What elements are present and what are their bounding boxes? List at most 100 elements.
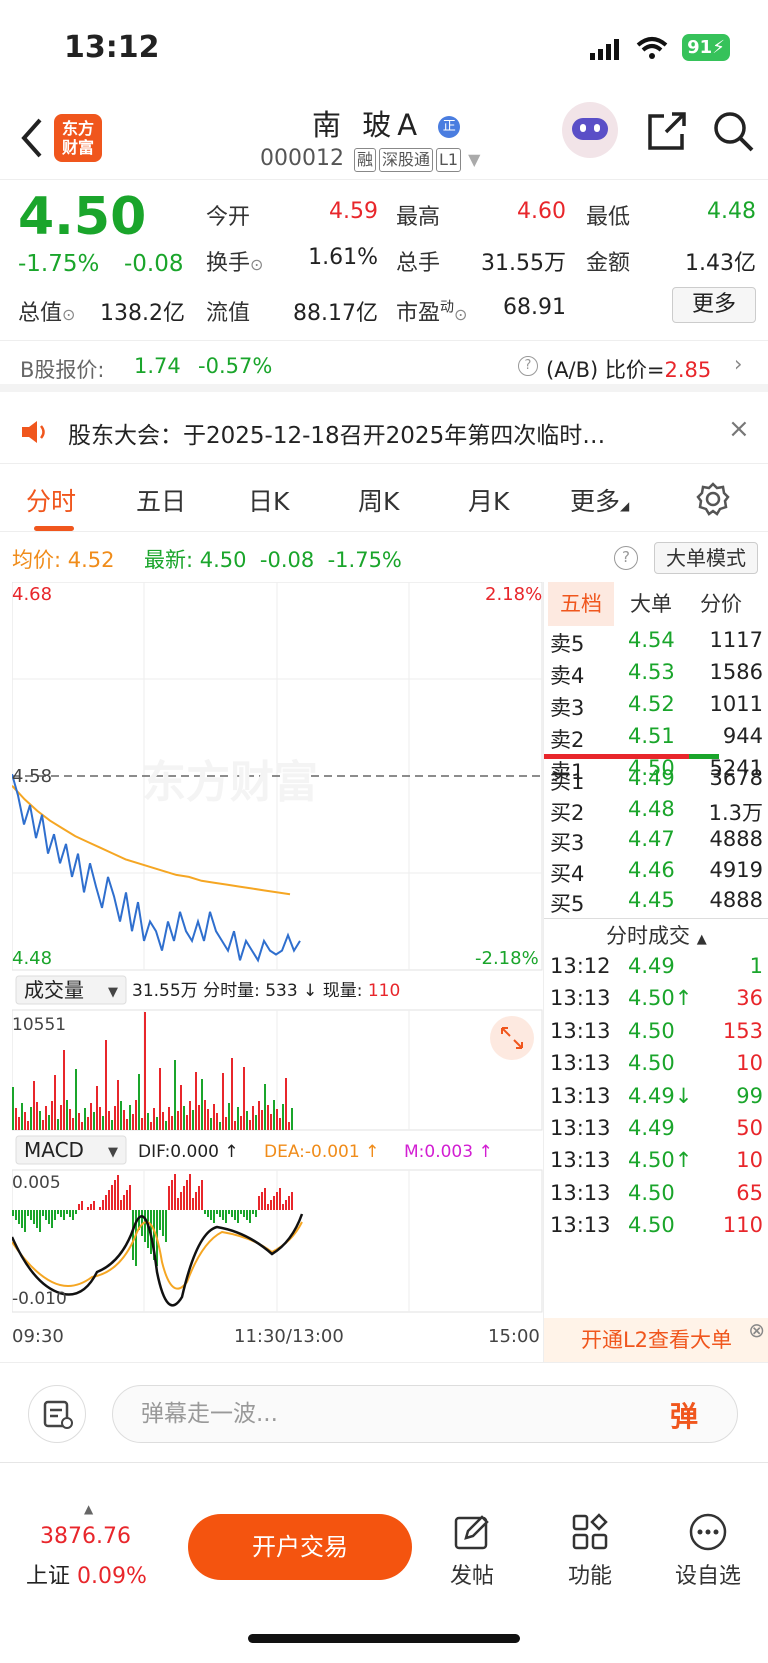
danmu-input[interactable]: 弹幕走一波... xyxy=(112,1385,738,1443)
settings-gear-icon[interactable] xyxy=(696,482,730,516)
average-row: 均价: 4.52 最新: 4.50 -0.08 -1.75% ? 大单模式 xyxy=(0,534,768,580)
close-icon[interactable]: × xyxy=(728,414,750,444)
help-icon[interactable]: ? xyxy=(518,356,538,376)
more-dots-icon xyxy=(689,1513,727,1551)
stock-code-row: 000012 融深股通 L1 ▼ xyxy=(260,146,480,172)
volume-label: 总手 xyxy=(396,251,441,276)
stock-header: 东方 财富 南 玻A 正 000012 融深股通 L1 ▼ xyxy=(0,96,768,180)
tick-row: 13:13 4.50 153 xyxy=(550,1018,763,1043)
amount-value: 1.43亿 xyxy=(685,251,756,276)
high-value: 4.60 xyxy=(517,199,566,224)
change-pct: -1.75% xyxy=(18,251,100,277)
info-icon: ⊙ xyxy=(62,305,76,324)
ask-row: 卖5 4.54 1117 xyxy=(550,628,763,656)
tab-five-levels[interactable]: 五档 xyxy=(548,582,614,626)
back-icon[interactable] xyxy=(18,116,46,160)
mktcap-value: 138.2亿 xyxy=(100,301,185,326)
active-tab-indicator xyxy=(34,526,74,531)
tab-intraday[interactable]: 分时 xyxy=(26,487,77,516)
tab-big-orders[interactable]: 大单 xyxy=(630,592,672,616)
index-up-icon: ▲ xyxy=(84,1502,94,1516)
chevron-down-icon: ▼ xyxy=(468,150,481,169)
add-watchlist-button[interactable]: 设自选 xyxy=(668,1512,748,1590)
function-button[interactable]: 功能 xyxy=(550,1512,630,1590)
tab-price-distribution[interactable]: 分价 xyxy=(700,592,742,616)
notice-text: 股东大会：于2025-12-18召开2025年第四次临时… xyxy=(68,423,606,449)
more-button[interactable]: 更多 xyxy=(672,287,756,323)
close-icon[interactable]: ⊗ xyxy=(748,1318,765,1342)
grid-icon xyxy=(572,1513,608,1550)
macd-top-label: 0.005 xyxy=(12,1173,61,1193)
tab-weekly-k[interactable]: 周K xyxy=(358,487,400,516)
time-mid-label: 11:30/13:00 xyxy=(234,1326,344,1347)
ab-ratio: (A/B) 比价=2.85 xyxy=(546,358,712,382)
bottom-price-label: 4.48 xyxy=(12,948,52,969)
tick-row: 13:13 4.50 10 xyxy=(550,1051,763,1076)
battery-indicator: 91⚡ xyxy=(682,34,730,61)
big-order-mode-button[interactable]: 大单模式 xyxy=(654,542,758,574)
turnover-label: 换手⊙ xyxy=(206,251,264,276)
app-logo: 东方 财富 xyxy=(54,114,102,162)
danmu-list-icon[interactable] xyxy=(28,1385,86,1443)
open-account-trade-button[interactable]: 开户交易 xyxy=(188,1514,412,1580)
tick-row: 13:13 4.50↑ 10 xyxy=(550,1148,763,1173)
notice-bar[interactable]: 股东大会：于2025-12-18召开2025年第四次临时… × xyxy=(0,400,768,464)
high-label: 最高 xyxy=(396,205,441,230)
tick-row: 13:13 4.49 50 xyxy=(550,1116,763,1140)
volume-info: 31.55万 分时量: 533 ↓ 现量: 110 xyxy=(132,981,400,1001)
wifi-icon xyxy=(636,37,668,59)
tab-monthly-k[interactable]: 月K xyxy=(468,487,510,516)
b-share-price: 1.74 xyxy=(134,354,181,378)
latest-price: 最新: 4.50 -0.08 -1.75% xyxy=(144,548,402,572)
ask-row: 卖1 4.50 5241 xyxy=(550,756,763,784)
tick-row: 13:13 4.49↓ 99 xyxy=(550,1083,763,1108)
info-icon: ⊙ xyxy=(250,255,264,274)
b-share-label: B股报价: xyxy=(20,358,105,382)
chart-tabs: 分时 五日 日K 周K 月K 更多◢ xyxy=(0,464,768,532)
edit-icon xyxy=(454,1515,489,1550)
bottom-pct-label: -2.18% xyxy=(475,948,539,969)
tag-level: L1 xyxy=(436,148,462,172)
search-icon[interactable] xyxy=(712,110,756,154)
danmu-send-button[interactable]: 弹 xyxy=(670,1400,699,1433)
status-bar: 13:12 91⚡ xyxy=(0,0,768,96)
order-book-panel: 五档 大单 分价 卖5 4.54 1117 卖4 4.53 1586 卖3 4.52 1011 卖… xyxy=(543,582,768,1362)
low-label: 最低 xyxy=(586,205,631,230)
expand-icon xyxy=(490,1016,534,1060)
status-time: 13:12 xyxy=(64,30,160,65)
ticks-title[interactable]: 分时成交 ▲ xyxy=(606,924,707,948)
buy-sell-ratio-bar-green xyxy=(689,754,719,759)
mktcap-label: 总值⊙ xyxy=(18,301,76,326)
stock-code: 000012 xyxy=(260,146,344,171)
share-icon[interactable] xyxy=(646,110,688,152)
bid-row: 买2 4.48 1.3万 xyxy=(550,796,763,825)
float-label: 流值 xyxy=(206,301,251,326)
bid-row: 买4 4.46 4919 xyxy=(550,857,763,886)
index-info[interactable]: 上证 0.09% xyxy=(26,1564,147,1589)
b-share-pct: -0.57% xyxy=(198,354,273,378)
verified-icon: 正 xyxy=(438,116,461,138)
help-icon[interactable]: ? xyxy=(614,546,638,570)
volume-label: 成交量 xyxy=(24,978,84,1002)
assistant-avatar-icon[interactable] xyxy=(562,102,618,158)
bid-row: 买5 4.45 4888 xyxy=(550,888,763,916)
l2-upgrade-banner[interactable]: 开通L2查看大单 ⊗ xyxy=(544,1318,768,1362)
tab-5day[interactable]: 五日 xyxy=(136,487,187,516)
home-indicator xyxy=(248,1634,520,1643)
tab-daily-k[interactable]: 日K xyxy=(248,487,290,516)
ask-row: 卖3 4.52 1011 xyxy=(550,692,763,720)
dea-value: DEA:-0.001 ↑ xyxy=(264,1142,379,1162)
pe-label: 市盈动⊙ xyxy=(396,299,468,326)
bid-row: 买3 4.47 4888 xyxy=(550,827,763,855)
float-value: 88.17亿 xyxy=(293,301,378,326)
open-label: 今开 xyxy=(206,205,251,230)
watermark: 东方财富 xyxy=(142,757,318,808)
tick-row: 13:13 4.50↑ 36 xyxy=(550,986,763,1011)
b-share-row[interactable]: B股报价: 1.74 -0.57% ? (A/B) 比价=2.85 › xyxy=(0,342,768,392)
mid-price-label: 4.58 xyxy=(12,766,52,787)
intraday-chart[interactable]: 东方财富 4.68 2.18% 4.58 4.48 -2.18% 成交量 ▼ 3… xyxy=(10,581,543,1362)
avg-price-line xyxy=(11,785,291,896)
danmu-bar: 弹幕走一波... 弹 xyxy=(0,1362,768,1462)
tab-more[interactable]: 更多◢ xyxy=(570,487,630,516)
post-button[interactable]: 发帖 xyxy=(432,1512,512,1590)
